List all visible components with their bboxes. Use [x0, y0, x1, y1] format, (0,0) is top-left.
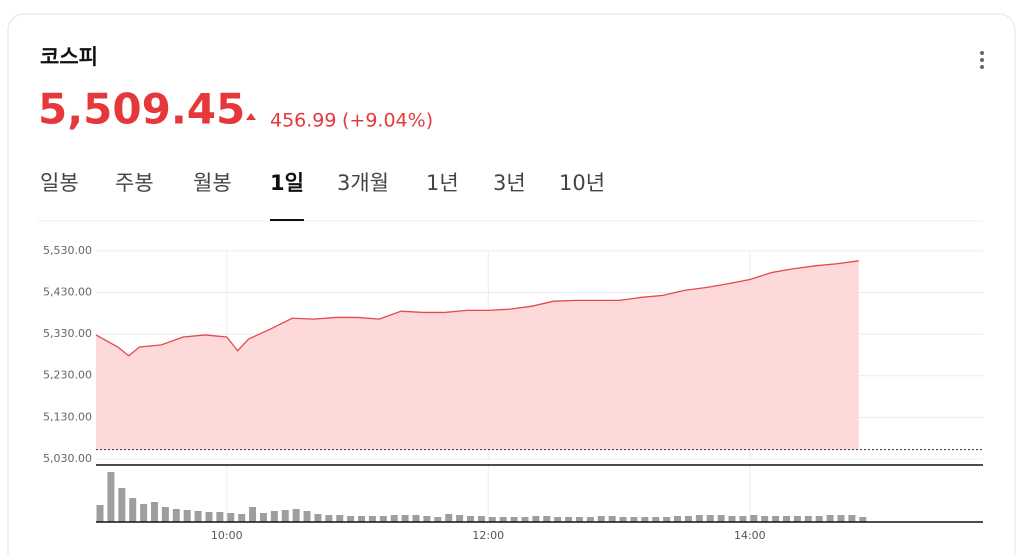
volume-bar: [782, 516, 790, 522]
volume-bar: [466, 516, 474, 522]
volume-bar: [205, 512, 213, 522]
volume-bar: [739, 516, 747, 522]
change: 456.99: [270, 110, 336, 132]
volume-bar: [259, 513, 267, 522]
volume-bar: [150, 502, 158, 522]
volume-bar: [619, 517, 627, 522]
tab[interactable]: 3년: [493, 171, 526, 195]
volume-bar: [608, 516, 616, 522]
volume-bar: [488, 517, 496, 522]
y-tick-label: 5,530.00: [43, 244, 92, 257]
volume-bar: [597, 516, 605, 522]
volume-bar: [772, 516, 780, 522]
volume-bar: [216, 512, 224, 522]
volume-bar: [227, 513, 235, 522]
volume-bar: [804, 516, 812, 522]
up-arrow: [246, 113, 256, 120]
volume-bar: [368, 516, 376, 522]
volume-bar: [815, 516, 823, 522]
y-tick-label: 5,130.00: [43, 410, 92, 423]
volume-bar: [848, 515, 856, 522]
volume-bar: [270, 511, 278, 522]
title: 코스피: [40, 45, 98, 69]
tab[interactable]: 일봉: [40, 171, 79, 195]
tab[interactable]: 10년: [559, 171, 605, 195]
volume-bar: [586, 517, 594, 522]
volume-bar: [445, 514, 453, 522]
y-tick-label: 5,330.00: [43, 327, 92, 340]
volume-bar: [695, 515, 703, 522]
volume-bar: [456, 515, 464, 522]
volume-bar: [641, 517, 649, 522]
volume-bar: [761, 516, 769, 522]
price: 5,509.45: [38, 85, 245, 134]
tab[interactable]: 3개월: [337, 171, 389, 195]
tab[interactable]: 1일: [270, 171, 304, 195]
volume-bar: [499, 517, 507, 522]
tab[interactable]: 월봉: [193, 171, 232, 195]
volume-bar: [325, 515, 333, 522]
volume-bar: [292, 509, 300, 522]
volume-bar: [477, 516, 485, 522]
volume-bar: [129, 498, 137, 522]
y-tick-label: 5,430.00: [43, 285, 92, 298]
x-tick-label: 12:00: [472, 529, 504, 542]
volume-bar: [543, 516, 551, 522]
volume-bar: [554, 517, 562, 522]
volume-bar: [652, 517, 660, 522]
volume-bar: [706, 515, 714, 522]
volume-bar: [728, 516, 736, 522]
volume-bar: [107, 472, 115, 522]
tab[interactable]: 1년: [426, 171, 459, 195]
volume-bar: [172, 509, 180, 522]
volume-bar: [140, 504, 148, 522]
change-pct: (+9.04%): [342, 110, 433, 132]
volume-bar: [390, 515, 398, 522]
volume-bar: [510, 517, 518, 522]
volume-bar: [717, 515, 725, 522]
volume-bar: [630, 517, 638, 522]
volume-bar: [532, 516, 540, 522]
volume-bar: [238, 514, 246, 522]
volume-bar: [401, 515, 409, 522]
volume-bar: [347, 516, 355, 522]
y-tick-label: 5,230.00: [43, 369, 92, 382]
volume-bar: [336, 515, 344, 522]
volume-bar: [161, 507, 169, 522]
volume-bar: [423, 516, 431, 522]
volume-bar: [96, 505, 104, 522]
x-tick-label: 10:00: [211, 529, 243, 542]
volume-bar: [521, 517, 529, 522]
volume-bar: [575, 517, 583, 522]
tab[interactable]: 주봉: [115, 171, 154, 195]
volume-bar: [859, 517, 867, 522]
volume-bar: [358, 516, 366, 522]
volume-bar: [183, 510, 191, 522]
volume-bar: [194, 511, 202, 522]
y-tick-label: 5,030.00: [43, 452, 92, 465]
volume-bar: [826, 515, 834, 522]
volume-bar: [118, 488, 126, 522]
price-line: [95, 260, 859, 357]
volume-bar: [303, 511, 311, 522]
volume-bar: [314, 514, 322, 522]
volume-bar: [674, 516, 682, 522]
volume-bar: [412, 515, 420, 522]
volume-bar: [565, 517, 573, 522]
volume-bar: [750, 515, 758, 522]
volume-bar: [281, 510, 289, 522]
x-tick-label: 14:00: [734, 529, 766, 542]
volume-bar: [684, 516, 692, 522]
volume-bar: [663, 517, 671, 522]
price-area: [96, 260, 859, 450]
volume-bar: [793, 516, 801, 522]
volume-bar: [249, 507, 257, 522]
volume-bar: [837, 515, 845, 522]
more-menu[interactable]: [980, 51, 984, 69]
volume-bar: [379, 516, 387, 522]
volume-bar: [434, 517, 442, 522]
